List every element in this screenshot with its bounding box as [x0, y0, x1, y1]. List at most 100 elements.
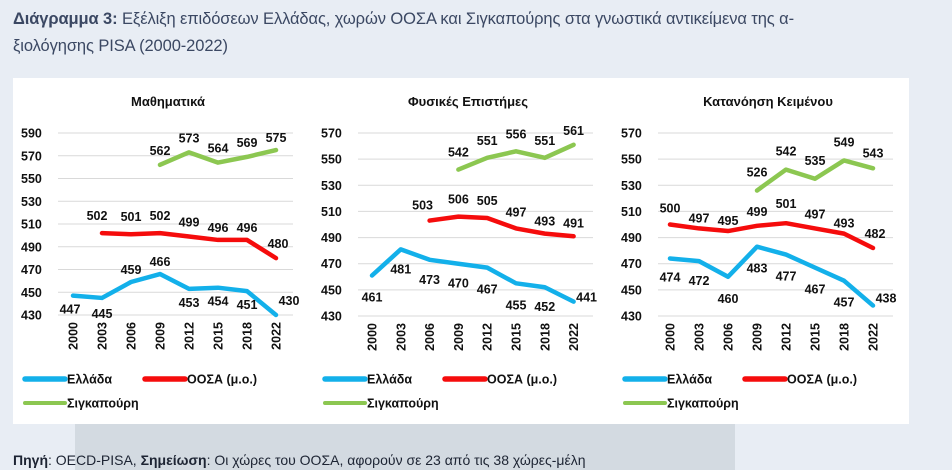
chart-science: Φυσικές Επιστήμες 430 450 470 490 510 530 550 57…: [321, 94, 597, 411]
y-tick-label: 530: [621, 179, 642, 193]
x-tick-label: 2018: [538, 323, 552, 351]
x-tick-label: 2012: [481, 323, 495, 351]
y-tick-label: 450: [321, 283, 342, 297]
legend-label: Ελλάδα: [67, 373, 112, 387]
data-label: 506: [448, 193, 469, 207]
x-tick-label: 2003: [96, 322, 110, 350]
y-tick-label: 490: [21, 240, 42, 254]
data-label: 454: [208, 295, 229, 309]
series-line-1: [99, 230, 279, 261]
data-label: 452: [534, 300, 555, 314]
x-tick-label: 2000: [67, 322, 81, 350]
data-label: 549: [834, 135, 855, 149]
data-label: 481: [390, 262, 411, 276]
data-label: 480: [268, 237, 289, 251]
chart-title: Κατανόηση Κειμένου: [703, 94, 833, 109]
data-label: 438: [876, 292, 897, 306]
data-label: 535: [805, 154, 826, 168]
data-label: 447: [60, 303, 81, 317]
footnote-source-value: : OECD-PISA,: [48, 452, 141, 468]
y-tick-label: 570: [21, 149, 42, 163]
y-tick-label: 550: [621, 153, 642, 167]
x-tick-label: 2012: [780, 323, 794, 351]
data-label: 491: [563, 216, 584, 230]
data-label: 497: [805, 207, 826, 221]
data-label: 445: [92, 307, 113, 321]
x-tick-label: 2022: [567, 323, 581, 351]
x-tick-label: 2015: [510, 323, 524, 351]
y-tick-label: 490: [621, 231, 642, 245]
x-tick-label: 2006: [125, 322, 139, 350]
y-tick-label: 470: [21, 263, 42, 277]
data-label: 573: [179, 131, 200, 145]
data-label: 453: [179, 296, 200, 310]
y-tick-label: 510: [321, 205, 342, 219]
data-label: 503: [412, 199, 433, 213]
x-tick-label: 2018: [838, 323, 852, 351]
legend-label: ΟΟΣΑ (μ.ο.): [187, 373, 257, 387]
legend-label: Ελλάδα: [367, 373, 412, 387]
data-label: 472: [689, 274, 710, 288]
data-label: 551: [534, 134, 555, 148]
y-tick-label: 430: [21, 309, 42, 323]
data-label: 569: [237, 136, 258, 150]
x-tick-label: 2009: [452, 323, 466, 351]
footnote-background: [75, 424, 735, 470]
data-label: 500: [660, 202, 681, 216]
y-tick-label: 450: [21, 286, 42, 300]
y-tick-label: 530: [21, 195, 42, 209]
figure-title-text-2: ξιολόγησης PISA (2000-2022): [13, 37, 228, 55]
legend-label: Ελλάδα: [667, 373, 712, 387]
data-label: 467: [805, 283, 826, 297]
legend-label: ΟΟΣΑ (μ.ο.): [787, 373, 857, 387]
data-label: 501: [121, 210, 142, 224]
data-label: 467: [477, 283, 498, 297]
data-label: 473: [419, 273, 440, 287]
y-tick-label: 550: [21, 172, 42, 186]
data-label: 526: [747, 166, 768, 180]
footnote: Πηγή: OECD-PISA, Σημείωση: Οι χώρες του …: [13, 452, 586, 468]
footnote-note-value: : Οι χώρες του ΟΟΣΑ, αφορούν σε 23 από τ…: [206, 452, 586, 468]
x-tick-label: 2018: [241, 322, 255, 350]
chart-mathematics: Μαθηματικά 430 450 470 490 510 530 550 570 590 200…: [21, 94, 300, 411]
x-tick-label: 2015: [212, 322, 226, 350]
charts-panel: [13, 78, 909, 424]
data-label: 474: [660, 270, 681, 284]
x-tick-label: 2003: [693, 323, 707, 351]
data-label: 441: [576, 291, 597, 305]
series-line-2: [456, 142, 576, 172]
x-tick-label: 2000: [664, 323, 678, 351]
data-label: 561: [563, 124, 584, 138]
y-tick-label: 570: [321, 127, 342, 141]
data-label: 461: [362, 290, 383, 304]
series-line-2: [754, 158, 876, 193]
x-tick-label: 2009: [751, 323, 765, 351]
series-line-0: [369, 247, 576, 304]
data-label: 497: [689, 211, 710, 225]
data-label: 499: [747, 205, 768, 219]
chart-title: Φυσικές Επιστήμες: [408, 94, 528, 109]
data-label: 493: [534, 215, 555, 229]
x-tick-label: 2012: [183, 322, 197, 350]
x-tick-label: 2009: [154, 322, 168, 350]
data-label: 499: [179, 216, 200, 230]
data-label: 466: [150, 255, 171, 269]
x-tick-label: 2000: [366, 323, 380, 351]
data-label: 483: [747, 262, 768, 276]
data-label: 543: [863, 146, 884, 160]
data-label: 551: [477, 134, 498, 148]
y-tick-label: 550: [321, 153, 342, 167]
y-tick-label: 510: [21, 218, 42, 232]
y-tick-label: 530: [321, 179, 342, 193]
y-tick-label: 470: [621, 257, 642, 271]
y-tick-label: 430: [621, 310, 642, 324]
data-label: 455: [506, 298, 527, 312]
data-label: 430: [279, 294, 300, 308]
data-label: 482: [865, 227, 886, 241]
series-line-2: [157, 147, 279, 168]
data-label: 470: [448, 277, 469, 291]
series-line-0: [667, 244, 876, 308]
x-tick-label: 2003: [394, 323, 408, 351]
data-label: 497: [506, 205, 527, 219]
y-tick-label: 590: [21, 127, 42, 141]
